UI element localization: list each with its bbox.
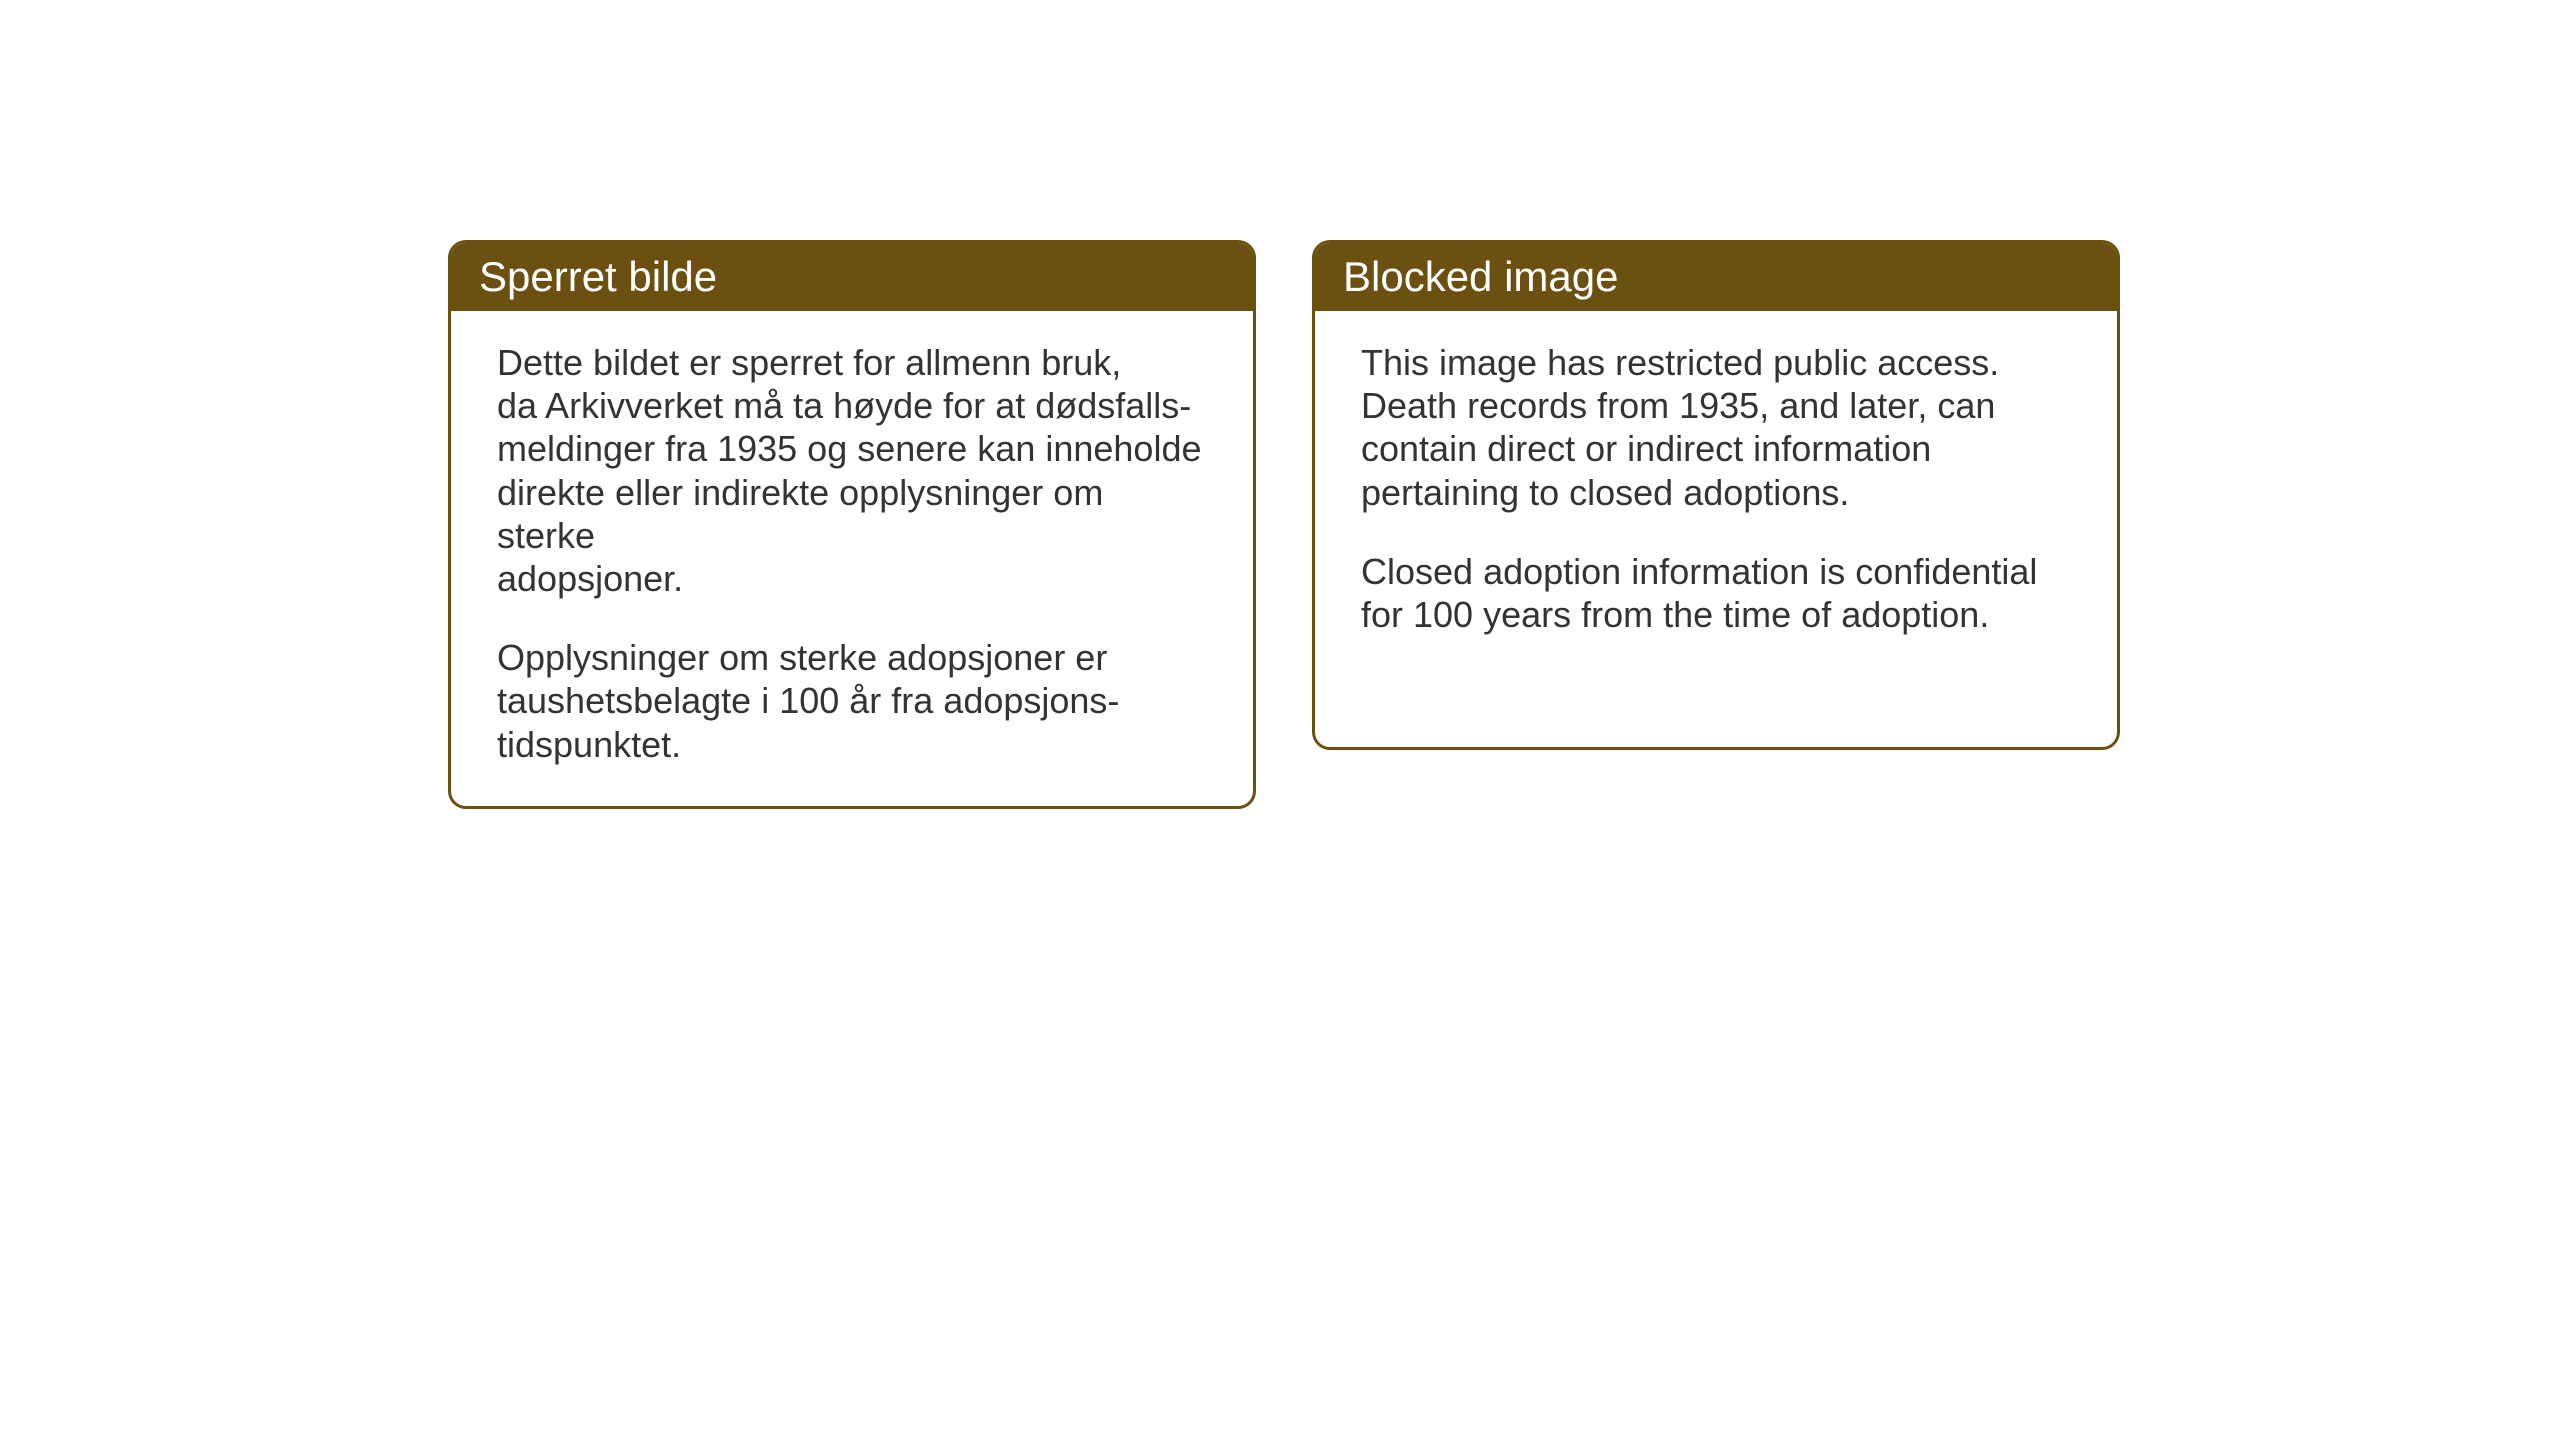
text-line: adopsjoner.: [497, 558, 683, 599]
english-card-body: This image has restricted public access.…: [1315, 311, 2117, 676]
english-notice-card: Blocked image This image has restricted …: [1312, 240, 2120, 750]
norwegian-notice-card: Sperret bilde Dette bildet er sperret fo…: [448, 240, 1256, 809]
norwegian-card-body: Dette bildet er sperret for allmenn bruk…: [451, 311, 1253, 806]
text-line: contain direct or indirect information: [1361, 428, 1931, 469]
text-line: da Arkivverket må ta høyde for at dødsfa…: [497, 385, 1191, 426]
english-paragraph-1: This image has restricted public access.…: [1361, 341, 2071, 514]
english-card-title: Blocked image: [1315, 243, 2117, 311]
notice-container: Sperret bilde Dette bildet er sperret fo…: [448, 240, 2120, 809]
text-line: tidspunktet.: [497, 724, 681, 765]
text-line: Closed adoption information is confident…: [1361, 551, 2037, 592]
norwegian-card-title: Sperret bilde: [451, 243, 1253, 311]
text-line: pertaining to closed adoptions.: [1361, 472, 1849, 513]
text-line: meldinger fra 1935 og senere kan innehol…: [497, 428, 1202, 469]
text-line: taushetsbelagte i 100 år fra adopsjons-: [497, 680, 1119, 721]
norwegian-paragraph-1: Dette bildet er sperret for allmenn bruk…: [497, 341, 1207, 600]
text-line: direkte eller indirekte opplysninger om …: [497, 472, 1103, 556]
norwegian-paragraph-2: Opplysninger om sterke adopsjoner er tau…: [497, 636, 1207, 766]
english-paragraph-2: Closed adoption information is confident…: [1361, 550, 2071, 636]
text-line: Death records from 1935, and later, can: [1361, 385, 1995, 426]
text-line: This image has restricted public access.: [1361, 342, 1999, 383]
text-line: for 100 years from the time of adoption.: [1361, 594, 1989, 635]
text-line: Opplysninger om sterke adopsjoner er: [497, 637, 1107, 678]
text-line: Dette bildet er sperret for allmenn bruk…: [497, 342, 1121, 383]
